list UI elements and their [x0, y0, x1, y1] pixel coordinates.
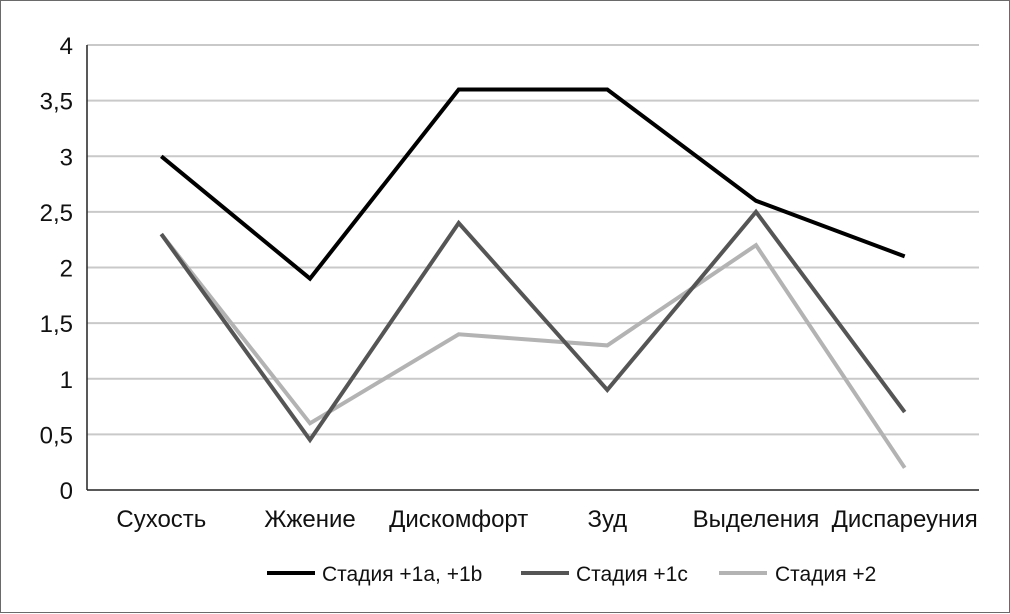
y-tick-labels: 0 0,5 1 1,5 2 2,5 3 3,5 4	[40, 33, 73, 505]
series-lines	[159, 87, 907, 469]
y-tick-label: 1,5	[40, 311, 73, 338]
legend-item: Стадия +1c	[521, 563, 688, 586]
series-line-1	[160, 87, 906, 282]
x-tick-label: Жжение	[264, 506, 356, 533]
y-tick-label: 3	[60, 144, 73, 171]
y-tick-label: 2,5	[40, 200, 73, 227]
x-tick-labels: Сухость Жжение Дискомфорт Зуд Выделения Диспа…	[116, 506, 977, 533]
legend-item: Стадия +2	[719, 563, 876, 586]
x-tick-label: Зуд	[587, 506, 627, 533]
x-tick-label: Выделения	[693, 506, 820, 533]
y-tick-label: 3,5	[40, 89, 73, 116]
y-tick-label: 0	[60, 478, 73, 505]
x-tick-label: Диспареуния	[832, 506, 978, 533]
series-line-3	[159, 232, 907, 469]
y-tick-label: 1	[60, 367, 73, 394]
y-tick-label: 2	[60, 256, 73, 283]
y-tick-label: 0,5	[40, 422, 73, 449]
x-tick-label: Сухость	[116, 506, 206, 533]
gridlines	[87, 44, 979, 436]
legend-label: Стадия +2	[775, 563, 876, 586]
legend-label: Стадия +1c	[576, 563, 688, 586]
series-line-2	[159, 208, 907, 444]
legend-label: Стадия +1a, +1b	[322, 563, 482, 586]
legend: Стадия +1a, +1b Стадия +1c Стадия +2	[267, 563, 876, 586]
axes	[86, 45, 979, 491]
x-tick-label: Дискомфорт	[389, 506, 528, 533]
y-tick-label: 4	[60, 33, 73, 60]
legend-item: Стадия +1a, +1b	[267, 563, 482, 586]
